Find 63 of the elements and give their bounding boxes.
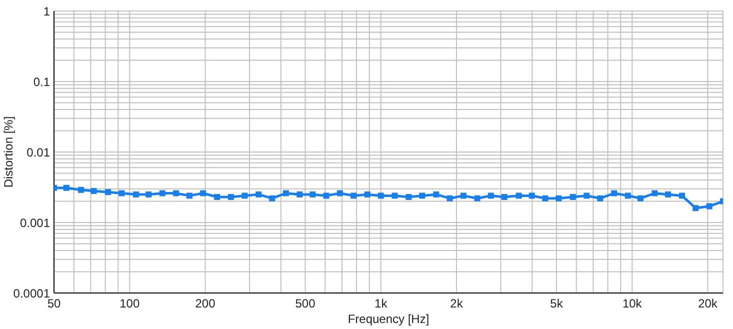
point: [269, 195, 276, 202]
y-tick-label: 0.1: [33, 74, 50, 89]
y-tick-label: 0.001: [20, 216, 50, 230]
x-tick-label: 1k: [374, 296, 388, 311]
point: [63, 184, 70, 191]
point: [406, 194, 412, 200]
point: [597, 195, 604, 202]
point: [118, 190, 125, 196]
point: [624, 192, 631, 199]
point: [501, 194, 508, 200]
y-axis-title: Distortion [%]: [1, 116, 16, 188]
point: [350, 192, 357, 199]
point: [159, 190, 166, 196]
point: [364, 191, 370, 198]
point: [228, 194, 234, 200]
point: [528, 192, 535, 199]
x-tick-label: 500: [295, 296, 316, 311]
point: [570, 194, 576, 200]
x-tick-label: 200: [195, 296, 216, 311]
point: [665, 191, 672, 198]
point: [296, 191, 303, 198]
point: [460, 192, 466, 199]
point: [706, 203, 712, 210]
point: [556, 195, 562, 202]
point: [242, 192, 248, 199]
point: [542, 195, 548, 202]
point: [132, 191, 139, 198]
point: [200, 190, 206, 196]
point: [173, 190, 180, 196]
point: [336, 190, 343, 196]
point: [692, 205, 699, 212]
point: [256, 191, 262, 198]
point: [611, 190, 618, 196]
point: [378, 192, 384, 199]
point: [419, 192, 426, 199]
point: [214, 194, 220, 200]
point: [146, 191, 152, 198]
point: [679, 192, 686, 199]
point: [446, 195, 453, 202]
x-tick-label: 5k: [550, 296, 564, 311]
x-tick-label: 10k: [622, 296, 643, 311]
point: [392, 192, 398, 199]
point: [90, 188, 97, 194]
x-axis-title: Frequency [Hz]: [348, 312, 430, 326]
point: [282, 190, 289, 196]
x-tick-label: 100: [120, 296, 140, 311]
point: [433, 191, 440, 198]
point: [584, 192, 590, 199]
point: [488, 192, 494, 199]
line-series: [54, 184, 723, 212]
point: [104, 189, 111, 196]
x-tick-label: 20k: [698, 296, 718, 311]
point: [474, 195, 480, 202]
y-tick-label: 0.01: [26, 145, 50, 160]
point: [78, 186, 84, 193]
point: [310, 191, 316, 198]
point: [638, 195, 644, 202]
point: [516, 192, 522, 199]
x-tick-label: 2k: [450, 296, 464, 311]
point: [186, 192, 192, 199]
y-tick-label: 1: [43, 4, 50, 18]
point: [323, 192, 330, 199]
point: [652, 190, 658, 196]
